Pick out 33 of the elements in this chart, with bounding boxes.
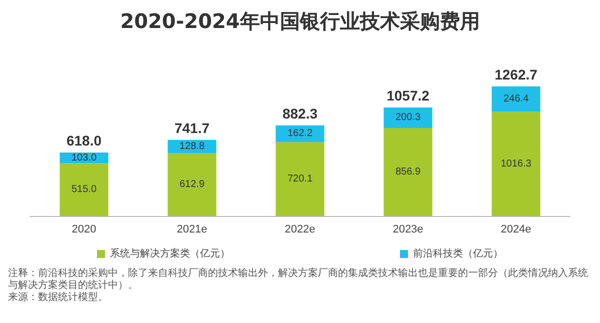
data-label: 200.3	[395, 112, 421, 124]
total-label: 1262.7	[494, 66, 538, 82]
data-label: 162.2	[287, 128, 313, 140]
x-tick-label: 2020	[72, 224, 96, 236]
data-label: 246.4	[503, 94, 529, 105]
data-label: 720.1	[287, 174, 313, 185]
data-label: 856.9	[395, 166, 421, 178]
x-tick-label: 2022e	[284, 224, 316, 236]
data-label: 128.8	[179, 140, 205, 152]
total-label: 741.7	[174, 120, 210, 136]
bar	[60, 163, 108, 216]
data-label: 612.9	[179, 179, 205, 190]
data-label: 1016.3	[500, 158, 532, 170]
text: 注释：前沿科技的采购中，除了来自科技厂商的技术输出外，解决方案厂商的集成类技术输出也是重要的一部分（此类情况纳入系统与解决方案类目的统计中）。	[8, 268, 589, 292]
x-tick-label: 2024e	[500, 224, 532, 236]
data-label: 103.0	[71, 152, 97, 164]
source-note: 来源：数据统计模型。	[8, 292, 109, 304]
bar	[276, 142, 324, 216]
bar	[492, 86, 540, 112]
total-label: 618.0	[66, 132, 102, 149]
chart-title: 2020-2024年中国银行业技术采购费用	[120, 9, 480, 33]
bar	[384, 128, 432, 216]
bar	[276, 125, 324, 142]
total-label: 1057.2	[386, 87, 430, 104]
legend-label: 前沿科技类（亿元）	[413, 248, 503, 260]
data-label: 515.0	[71, 184, 97, 196]
total-label: 882.3	[282, 105, 318, 122]
bar	[384, 107, 432, 128]
bar	[168, 153, 216, 216]
x-tick-label: 2021e	[176, 224, 208, 236]
legend-label: 系统与解决方案类（亿元）	[110, 248, 230, 260]
bar	[492, 112, 540, 216]
x-tick-label: 2023e	[392, 224, 424, 236]
